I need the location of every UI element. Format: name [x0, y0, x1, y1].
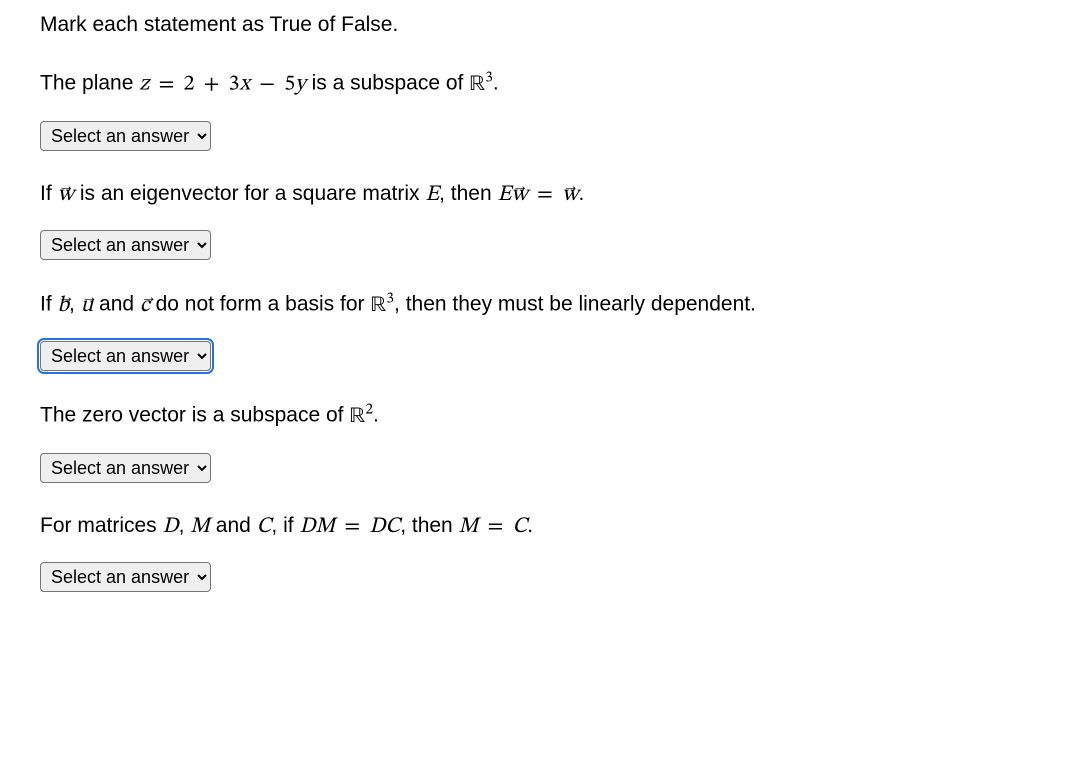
quiz-page: { "instruction": "Mark each statement as… — [0, 0, 1076, 761]
question-statement: The plane z = 2 + 3x − 5y is a subspace … — [40, 67, 1076, 100]
answer-select-wrap: Select an answerTrueFalse — [40, 453, 1076, 483]
answer-select[interactable]: Select an answerTrueFalse — [40, 562, 211, 592]
question-statement: For matrices D, M and C, if DM = DC, the… — [40, 511, 1076, 543]
answer-select-wrap: Select an answerTrueFalse — [40, 121, 1076, 151]
questions-list: The plane z = 2 + 3x − 5y is a subspace … — [40, 67, 1076, 592]
answer-select[interactable]: Select an answerTrueFalse — [40, 121, 211, 151]
answer-select[interactable]: Select an answerTrueFalse — [40, 341, 211, 371]
instruction-text: Mark each statement as True of False. — [40, 10, 1076, 39]
answer-select[interactable]: Select an answerTrueFalse — [40, 453, 211, 483]
question-statement: The zero vector is a subspace of ℝ2. — [40, 399, 1076, 432]
answer-select-wrap: Select an answerTrueFalse — [40, 562, 1076, 592]
question-statement: If w→ is an eigenvector for a square mat… — [40, 179, 1076, 211]
answer-select-wrap: Select an answerTrueFalse — [40, 341, 1076, 371]
question-statement: If b→, u→ and c→ do not form a basis for… — [40, 288, 1076, 321]
answer-select[interactable]: Select an answerTrueFalse — [40, 230, 211, 260]
answer-select-wrap: Select an answerTrueFalse — [40, 230, 1076, 260]
